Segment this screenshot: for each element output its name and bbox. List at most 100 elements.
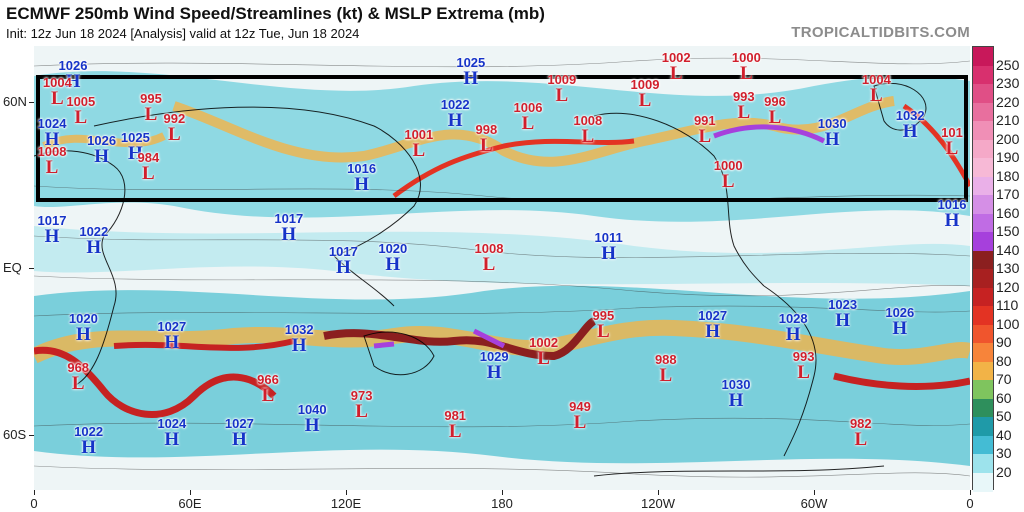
pressure-value: 1026 [87, 132, 117, 148]
pressure-value: 1008 [573, 113, 603, 129]
low-pressure-marker: 1001 L [404, 128, 433, 160]
highlight-box [36, 75, 968, 202]
colorbar-segment [973, 269, 993, 288]
high-pressure-marker: 1032 H [285, 323, 314, 355]
pressure-value: 991 [693, 113, 716, 129]
colorbar-segment [973, 84, 993, 103]
high-pressure-marker: 1022 H [74, 425, 103, 457]
pressure-value: 993 [732, 88, 755, 104]
low-pressure-marker: 1008 L [38, 145, 67, 177]
pressure-value: 1027 [224, 415, 254, 431]
weather-map[interactable] [34, 46, 970, 490]
longitude-label: 180 [491, 496, 513, 511]
high-pressure-marker: 1016 H [938, 198, 967, 230]
pressure-value: 1022 [440, 96, 470, 112]
colorbar-segment [973, 454, 993, 473]
pressure-symbol: H [447, 109, 463, 131]
high-pressure-marker: 1017 H [274, 212, 303, 244]
pressure-symbol: H [44, 129, 60, 151]
pressure-symbol: L [698, 126, 712, 148]
pressure-value: 1000 [731, 49, 761, 65]
pressure-symbol: L [51, 87, 64, 109]
pressure-value: 1029 [479, 349, 509, 365]
pressure-symbol: L [740, 62, 753, 84]
longitude-tick [502, 490, 503, 495]
high-pressure-marker: 1027 H [157, 320, 186, 352]
longitude-tick [34, 490, 35, 495]
high-pressure-marker: 1023 H [828, 298, 857, 330]
high-pressure-marker: 1026 H [59, 59, 88, 91]
latitude-tick [29, 101, 34, 103]
pressure-value: 1026 [885, 304, 915, 320]
pressure-symbol: H [304, 415, 320, 437]
colorbar-segment [973, 324, 993, 344]
pressure-value: 1022 [74, 424, 104, 440]
pressure-symbol: L [261, 384, 275, 406]
low-pressure-marker: 101 L [941, 126, 963, 158]
low-pressure-marker: 1009 L [631, 78, 660, 110]
pressure-value: 1025 [120, 130, 150, 146]
colorbar-label: 120 [996, 278, 1020, 295]
brand-watermark[interactable]: TROPICALTIDBITS.COM [791, 24, 970, 41]
pressure-value: 949 [569, 399, 591, 415]
high-pressure-marker: 1027 H [698, 309, 727, 341]
low-pressure-marker: 1004 L [43, 76, 72, 108]
pressure-value: 1002 [529, 335, 559, 351]
pressure-symbol: L [521, 112, 535, 134]
pressure-value: 984 [137, 149, 160, 165]
colorbar-segment [973, 306, 993, 325]
longitude-label: 0 [30, 496, 38, 511]
pressure-symbol: H [601, 243, 616, 265]
pressure-symbol: H [705, 320, 720, 342]
colorbar-segment [973, 232, 993, 251]
pressure-symbol: H [281, 223, 297, 245]
pressure-symbol: L [768, 107, 782, 129]
pressure-symbol: H [94, 145, 109, 167]
pressure-symbol: L [168, 123, 181, 145]
pressure-value: 988 [654, 352, 677, 368]
high-pressure-marker: 1022 H [441, 98, 470, 130]
pressure-symbol: L [737, 101, 751, 123]
pressure-symbol: H [824, 129, 840, 151]
pressure-symbol: L [144, 104, 158, 126]
colorbar-label: 150 [996, 223, 1020, 239]
pressure-symbol: H [127, 143, 143, 165]
pressure-symbol: H [75, 323, 91, 345]
pressure-value: 1004 [861, 71, 891, 87]
high-pressure-marker: 1030 H [722, 378, 751, 410]
low-pressure-marker: 1000 L [714, 159, 743, 191]
pressure-symbol: H [486, 362, 502, 384]
high-pressure-marker: 1030 H [818, 117, 847, 149]
pressure-value: 1024 [37, 116, 67, 132]
pressure-value: 998 [475, 121, 498, 137]
pressure-symbol: H [385, 254, 401, 276]
low-pressure-marker: 973 L [351, 389, 373, 421]
pressure-value: 973 [350, 388, 373, 404]
pressure-value: 1020 [378, 241, 408, 257]
pressure-value: 1009 [630, 77, 660, 93]
pressure-value: 1022 [79, 224, 109, 240]
colorbar-label: 220 [996, 93, 1020, 110]
colorbar-label: 230 [996, 75, 1020, 91]
pressure-symbol: H [81, 437, 96, 459]
colorbar-label: 100 [996, 315, 1020, 332]
pressure-value: 993 [792, 349, 815, 365]
low-pressure-marker: 968 L [67, 361, 89, 393]
pressure-symbol: H [728, 390, 744, 412]
low-pressure-marker: 982 L [850, 417, 872, 449]
pressure-symbol: H [835, 309, 850, 331]
low-pressure-marker: 949 L [569, 400, 591, 432]
pressure-value: 1016 [937, 196, 967, 212]
low-pressure-marker: 1008 L [475, 242, 504, 274]
colorbar-segment [973, 472, 993, 492]
longitude-tick [814, 490, 815, 495]
pressure-value: 1027 [157, 318, 187, 334]
high-pressure-marker: 1020 H [69, 312, 98, 344]
pressure-value: 1026 [58, 57, 88, 73]
high-pressure-marker: 1040 H [298, 403, 327, 435]
pressure-symbol: L [638, 90, 652, 112]
longitude-tick [970, 490, 971, 495]
latitude-label: 60N [3, 93, 27, 109]
longitude-label: 120E [330, 496, 362, 511]
pressure-value: 1004 [42, 74, 72, 90]
